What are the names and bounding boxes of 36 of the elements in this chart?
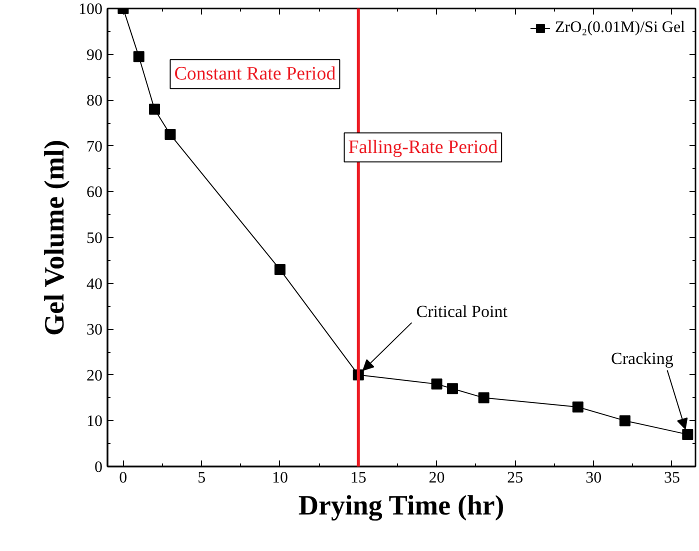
legend-label: ZrO₂(0.01M)/Si Gel [554, 19, 685, 37]
y-tick-label: 90 [86, 46, 102, 64]
y-tick-label: 60 [86, 184, 102, 202]
y-tick-label: 0 [94, 459, 102, 476]
y-tick-label: 50 [86, 230, 102, 247]
x-tick-label: 10 [272, 470, 288, 486]
point [446, 383, 458, 394]
point [133, 51, 144, 62]
x-tick-label: 5 [198, 470, 206, 486]
y-tick-label: 80 [86, 92, 102, 110]
y-axis-title: Gel Volume (ml) [40, 140, 70, 336]
y-tick-label: 10 [86, 413, 102, 430]
x-tick-label: 25 [507, 470, 524, 486]
point [478, 392, 490, 404]
x-axis-title: Drying Time (hr) [298, 490, 504, 522]
annotation: Falling-Rate Period [348, 136, 498, 158]
annotation: Critical Point [416, 302, 508, 322]
annotation: Cracking [611, 348, 674, 368]
y-tick-label: 70 [86, 138, 102, 156]
x-tick-label: 35 [664, 470, 680, 486]
point [619, 415, 630, 426]
y-tick-label: 30 [86, 322, 102, 339]
x-tick-label: 30 [586, 470, 602, 486]
point [149, 104, 160, 115]
point [274, 264, 286, 276]
x-tick-label: 20 [428, 470, 445, 486]
y-tick-label: 100 [78, 1, 102, 18]
x-tick-label: 0 [119, 470, 128, 486]
point [431, 378, 442, 390]
y-tick-label: 20 [86, 367, 102, 384]
annotation: Constant Rate Period [174, 64, 336, 85]
y-tick-label: 40 [86, 276, 102, 293]
point [572, 401, 584, 412]
point [164, 128, 176, 140]
point [682, 428, 694, 440]
x-tick-label: 15 [350, 470, 366, 486]
